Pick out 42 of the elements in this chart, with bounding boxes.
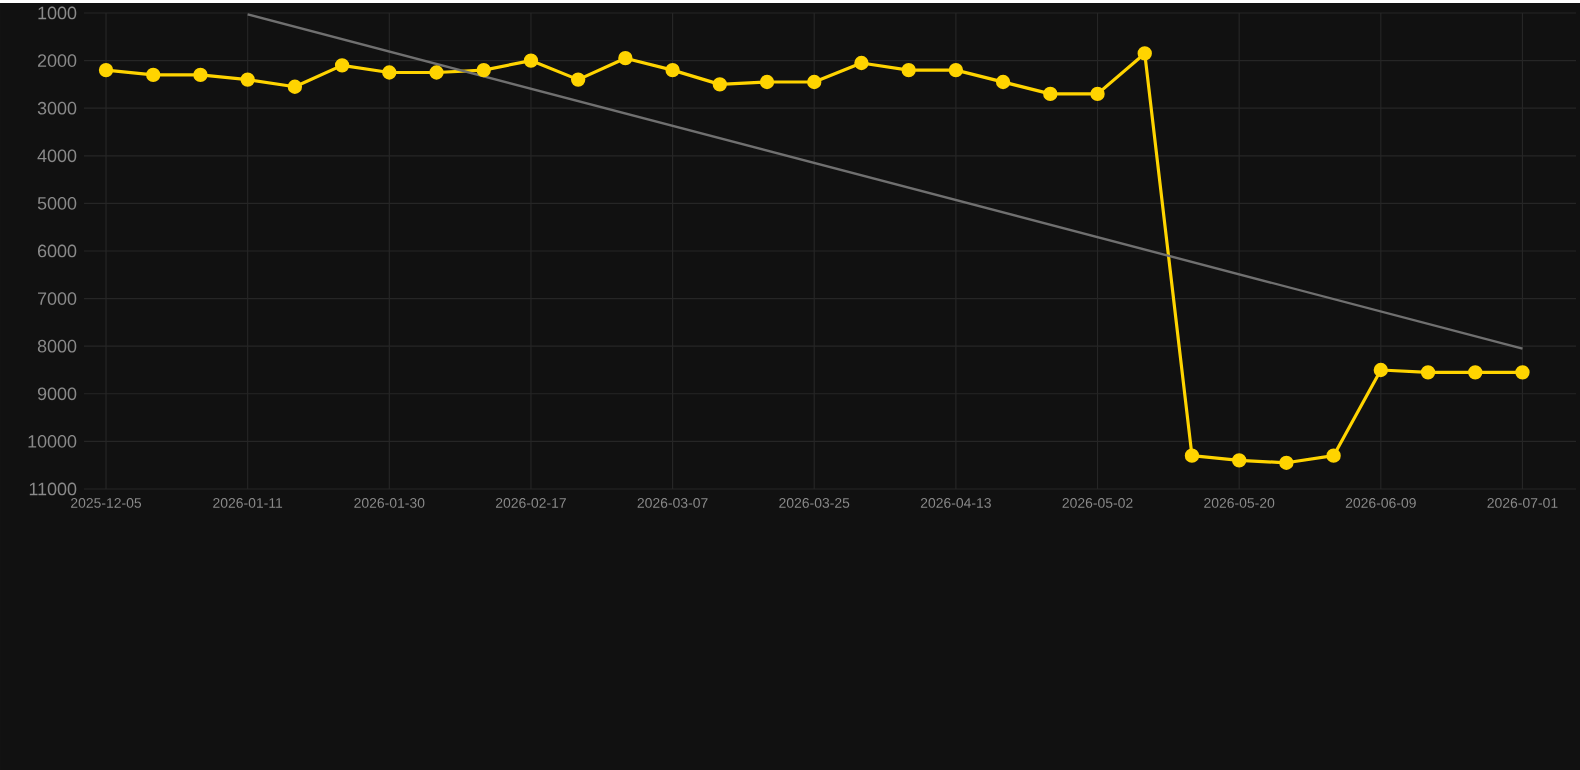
point [1420, 364, 1436, 380]
point [382, 64, 397, 80]
point [1090, 86, 1105, 101]
point [476, 62, 491, 77]
y-tick-label: 6000 [37, 244, 77, 257]
point [1326, 448, 1341, 463]
point [807, 74, 822, 89]
point [995, 74, 1011, 89]
point [1515, 364, 1530, 380]
y-tick-label: 10000 [28, 434, 77, 448]
point [1232, 452, 1247, 468]
point [570, 71, 586, 87]
point [948, 62, 964, 77]
point [1279, 455, 1294, 470]
point [665, 62, 680, 77]
y-tick-label: 9000 [37, 386, 77, 400]
point [334, 57, 350, 73]
point [1373, 362, 1388, 377]
point [287, 79, 303, 94]
point [193, 67, 208, 82]
point [901, 62, 916, 77]
y-tick-label: 7000 [37, 291, 77, 305]
point [759, 74, 775, 89]
y-tick-label: 11000 [29, 482, 77, 495]
point [618, 50, 633, 65]
y-tick-label: 2000 [37, 53, 77, 67]
point [523, 52, 539, 68]
y-tick-label: 1000 [38, 6, 77, 19]
point [1468, 364, 1483, 380]
point [146, 67, 161, 82]
y-tick-label: 4000 [37, 148, 77, 162]
y-tick-label: 3000 [37, 101, 77, 115]
point [98, 62, 114, 77]
point [240, 71, 255, 87]
point [1137, 45, 1152, 61]
point [1184, 448, 1200, 463]
point [1043, 86, 1058, 101]
point [429, 64, 444, 80]
y-tick-label: 8000 [37, 339, 77, 353]
point [854, 55, 869, 70]
y-tick-label: 5000 [37, 196, 77, 210]
point [712, 76, 727, 92]
